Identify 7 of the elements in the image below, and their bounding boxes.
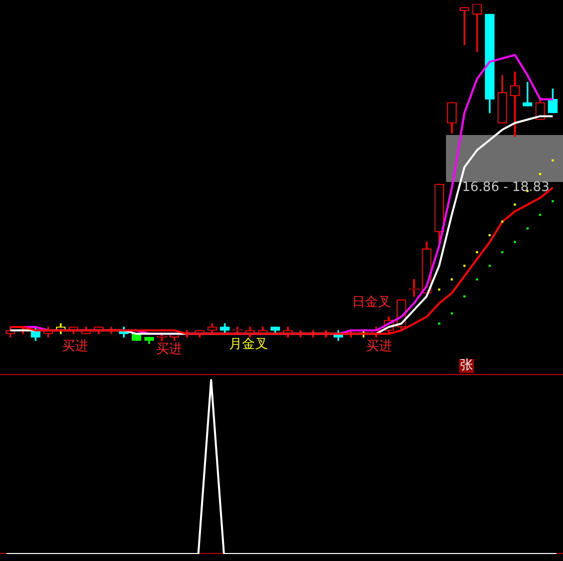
annotation: 月金叉 bbox=[229, 337, 268, 352]
annotation: 日金叉 bbox=[352, 295, 391, 310]
text: 张 bbox=[459, 358, 474, 373]
annotation: 16.86 - 18.83 bbox=[462, 180, 550, 195]
annotation: 买进 bbox=[62, 339, 88, 354]
annotation: 买进 bbox=[156, 342, 182, 357]
annotation: 买进 bbox=[366, 339, 392, 354]
